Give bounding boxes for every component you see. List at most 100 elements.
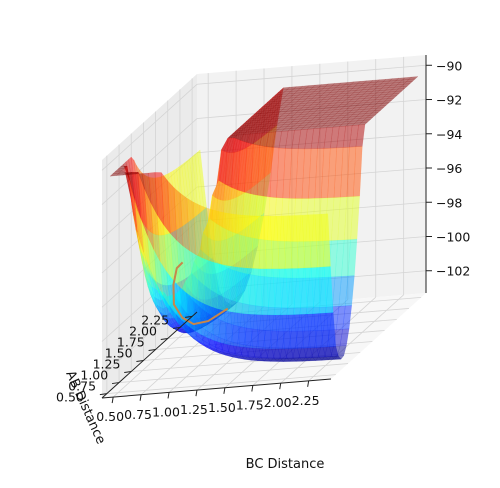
surface-facet: [283, 88, 295, 93]
surface-facet: [365, 99, 376, 103]
surface-facet: [263, 215, 274, 269]
surface-facet: [278, 119, 290, 124]
surface-facet: [380, 95, 391, 100]
surface-facet: [291, 118, 302, 123]
surface-facet: [399, 79, 410, 83]
surface-facet: [286, 97, 297, 101]
y-tick-mark: [111, 382, 120, 385]
surface-facet: [332, 86, 343, 91]
surface-facet: [278, 104, 289, 108]
surface-facet: [350, 91, 361, 96]
surface-facet: [382, 89, 393, 93]
surface-facet: [262, 118, 273, 123]
surface-facet: [367, 81, 378, 86]
y-tick-mark: [185, 315, 193, 318]
surface-facet: [302, 124, 314, 128]
x-grid-floor: [308, 294, 404, 382]
surface-facet: [295, 214, 306, 269]
y-axis-line: [101, 311, 198, 399]
surface-facet: [387, 95, 398, 99]
surface-facet: [360, 93, 371, 97]
surface-facet: [370, 94, 381, 99]
surface-facet: [400, 83, 411, 87]
surface-facet: [331, 108, 342, 113]
surface-facet: [303, 113, 314, 117]
surface-facet: [348, 83, 359, 87]
surface-facet: [327, 91, 338, 96]
surface-facet: [337, 93, 348, 97]
surface-facet: [303, 102, 315, 106]
surface-facet: [283, 99, 294, 104]
surface-facet: [162, 295, 173, 316]
surface-facet: [304, 91, 315, 95]
y-tick-mark: [136, 360, 144, 363]
surface-facet: [357, 106, 368, 111]
surface-facet: [335, 99, 347, 104]
surface-facet: [371, 109, 382, 114]
surface-facet: [342, 88, 353, 92]
surface-facet: [349, 102, 360, 107]
surface-facet: [231, 137, 241, 191]
surface-facet: [297, 113, 308, 118]
surface-facet: [272, 120, 283, 124]
surface-facet: [313, 88, 324, 92]
x-tick-label: 1.50: [208, 400, 236, 415]
surface-facet: [327, 106, 339, 111]
surface-facet: [384, 97, 395, 102]
surface-facet: [281, 91, 292, 95]
surface-facet: [343, 103, 354, 107]
surface-facet: [314, 92, 325, 97]
surface-facet: [355, 113, 366, 117]
surface-facet: [391, 86, 402, 90]
surface-facet: [220, 342, 230, 355]
surface-facet: [369, 90, 380, 94]
surface-facet: [335, 110, 346, 115]
surface-facet: [377, 94, 388, 98]
surface-facet: [356, 102, 367, 106]
surface-facet: [253, 121, 264, 126]
surface-facet: [358, 121, 369, 126]
surface-facet: [321, 213, 331, 268]
surface-facet: [319, 87, 330, 92]
surface-facet: [266, 109, 277, 114]
surface-facet: [312, 99, 324, 103]
surface-facet: [275, 117, 286, 122]
surface-facet: [341, 110, 353, 114]
surface-facet: [389, 77, 400, 82]
surface-facet: [289, 215, 299, 269]
surface-facet: [309, 123, 320, 128]
surface-facet: [331, 119, 342, 124]
surface-facet: [285, 108, 296, 112]
surface-facet: [291, 103, 302, 107]
surface-facet: [355, 87, 366, 91]
surface-facet: [280, 123, 291, 128]
surface-facet: [318, 120, 329, 125]
surface-facet: [326, 87, 337, 91]
surface-facet: [317, 105, 328, 109]
y-tick-label: 0.75: [68, 379, 96, 394]
surface-facet: [282, 95, 293, 99]
surface-facet: [131, 171, 142, 219]
y-tick-mark: [99, 393, 107, 396]
surface-facet: [282, 215, 293, 269]
surface-facet: [306, 110, 317, 115]
surface-facet: [364, 95, 375, 99]
surface-facet: [338, 123, 349, 127]
surface-facet: [286, 123, 297, 127]
surface-facet: [325, 83, 336, 87]
surface-facet: [307, 313, 317, 349]
surface-facet: [383, 82, 395, 87]
surface-facet: [288, 94, 300, 99]
z-tick-label: −94: [436, 127, 462, 142]
surface-facet: [301, 93, 312, 98]
y-tick-label: 2.00: [129, 323, 157, 338]
surface-facet: [323, 115, 334, 120]
surface-facet: [342, 114, 354, 118]
surface-facet: [289, 99, 301, 103]
surface-facet: [233, 134, 244, 141]
surface-facet: [331, 355, 342, 360]
surface-facet: [299, 357, 310, 362]
surface-facet: [345, 122, 356, 127]
surface-facet: [127, 174, 138, 233]
surface-facet: [297, 91, 309, 96]
